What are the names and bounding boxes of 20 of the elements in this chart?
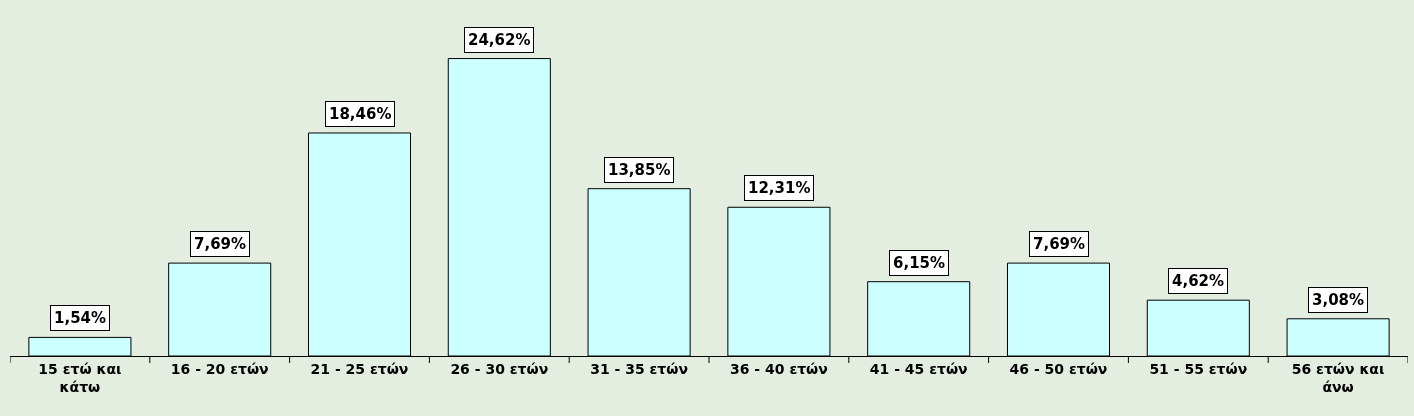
data-label: 1,54% — [54, 309, 107, 327]
x-tick-label: 56 ετών και άνω — [1291, 360, 1385, 395]
data-label: 24,62% — [468, 31, 531, 49]
x-tick-label: 15 ετώ και κάτω — [38, 360, 122, 395]
data-label: 7,69% — [194, 235, 247, 253]
x-tick-label: 51 - 55 ετών — [1149, 360, 1248, 377]
x-tick-label: 16 - 20 ετών — [170, 360, 269, 377]
data-label: 4,62% — [1172, 272, 1225, 290]
x-tick-label: 41 - 45 ετών — [869, 360, 968, 377]
x-tick-label: 31 - 35 ετών — [590, 360, 689, 377]
x-tick-label: 36 - 40 ετών — [729, 360, 828, 377]
data-label: 18,46% — [329, 105, 392, 123]
data-label: 13,85% — [608, 161, 671, 179]
data-label: 6,15% — [893, 254, 946, 272]
data-label: 12,31% — [748, 179, 811, 197]
data-label: 7,69% — [1033, 235, 1086, 253]
data-label: 3,08% — [1312, 291, 1365, 309]
x-tick-label: 46 - 50 ετών — [1009, 360, 1108, 377]
x-tick-label: 21 - 25 ετών — [310, 360, 409, 377]
x-tick-label: 26 - 30 ετών — [450, 360, 549, 377]
